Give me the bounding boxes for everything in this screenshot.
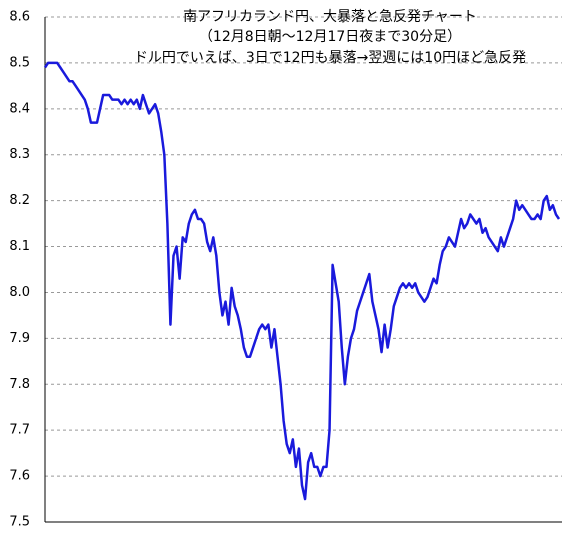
y-tick-label: 8.1 [9, 239, 30, 254]
y-tick-label: 7.5 [9, 515, 30, 530]
y-tick-label: 8.3 [9, 147, 30, 162]
y-tick-label: 8.4 [9, 101, 30, 116]
y-tick-label: 8.0 [9, 285, 30, 300]
y-tick-label: 8.2 [9, 193, 30, 208]
chart-subtitle: （12月8日朝～12月17日夜まで30分足） [199, 29, 461, 45]
y-tick-label: 7.8 [9, 377, 30, 392]
y-tick-label: 8.5 [9, 55, 30, 70]
y-tick-label: 7.6 [9, 469, 30, 484]
annotation: ドル円でいえば、3日で12円も暴落→翌週には10円ほど急反発 [134, 50, 526, 66]
y-tick-label: 7.9 [9, 331, 30, 346]
y-tick-label: 7.7 [9, 423, 30, 438]
grid: 7.5 7.6 7.7 7.8 7.9 8.0 8.1 8.2 8.3 8.4 8.5 8.6 [9, 10, 562, 530]
plot [43, 61, 561, 501]
y-tick-label: 8.6 [9, 10, 30, 25]
price-line [43, 61, 561, 501]
chart-title: 南アフリカランド円、大暴落と急反発チャート [183, 9, 477, 25]
